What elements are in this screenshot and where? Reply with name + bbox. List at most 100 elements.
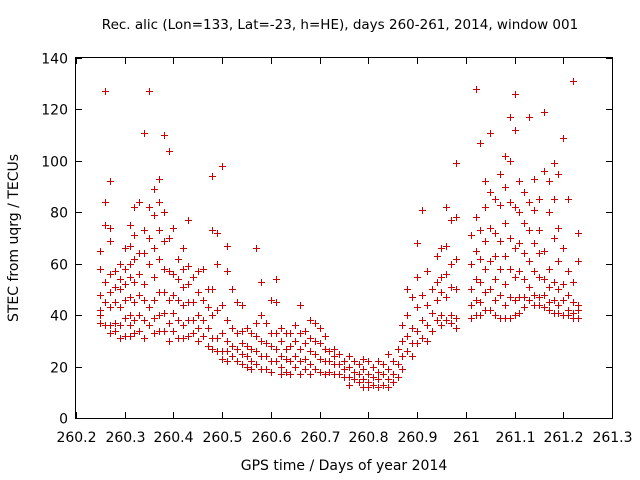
data-point <box>292 353 299 360</box>
data-point <box>526 227 533 234</box>
data-point <box>127 274 134 281</box>
data-point <box>468 232 475 239</box>
data-point <box>346 374 353 381</box>
data-point <box>141 227 148 234</box>
data-point <box>453 325 460 332</box>
data-point <box>477 279 484 286</box>
data-point <box>521 250 528 257</box>
data-point <box>560 281 567 288</box>
data-point <box>477 299 484 306</box>
data-point <box>575 230 582 237</box>
data-point <box>253 245 260 252</box>
data-point <box>278 364 285 371</box>
data-point <box>341 358 348 365</box>
data-point <box>136 271 143 278</box>
data-point <box>497 292 504 299</box>
data-point <box>565 268 572 275</box>
data-point <box>312 320 319 327</box>
x-tick-label: 260.4 <box>153 430 193 446</box>
data-point <box>492 312 499 319</box>
data-point <box>448 284 455 291</box>
data-point <box>131 317 138 324</box>
x-tick-labels: 260.2 260.3 260.4 260.5 260.6 260.7 260.8 260.9… <box>56 430 632 446</box>
data-point <box>122 245 129 252</box>
data-point <box>253 320 260 327</box>
data-point <box>565 196 572 203</box>
data-point <box>200 266 207 273</box>
data-point <box>97 266 104 273</box>
data-point <box>507 199 514 206</box>
data-point <box>375 369 382 376</box>
data-point <box>117 335 124 342</box>
data-point <box>156 312 163 319</box>
data-point <box>141 317 148 324</box>
data-point <box>151 212 158 219</box>
data-point <box>244 325 251 332</box>
data-point <box>136 328 143 335</box>
data-point <box>424 338 431 345</box>
data-point <box>438 312 445 319</box>
data-point <box>541 292 548 299</box>
data-point <box>414 304 421 311</box>
data-point <box>487 130 494 137</box>
data-point <box>399 353 406 360</box>
data-point <box>244 364 251 371</box>
data-point <box>278 353 285 360</box>
data-point <box>326 348 333 355</box>
data-point <box>224 348 231 355</box>
data-point <box>263 340 270 347</box>
data-point <box>453 315 460 322</box>
data-point <box>146 204 153 211</box>
data-point <box>229 286 236 293</box>
data-point <box>370 374 377 381</box>
data-point <box>346 382 353 389</box>
data-point <box>380 361 387 368</box>
data-point <box>219 302 226 309</box>
data-point <box>263 353 270 360</box>
data-point <box>521 189 528 196</box>
data-point <box>399 366 406 373</box>
data-point <box>443 243 450 250</box>
data-point <box>122 266 129 273</box>
data-point <box>190 317 197 324</box>
data-point <box>205 343 212 350</box>
data-point <box>205 304 212 311</box>
data-point <box>443 204 450 211</box>
data-point <box>336 371 343 378</box>
data-point <box>273 299 280 306</box>
data-point <box>521 276 528 283</box>
data-point <box>166 268 173 275</box>
plot-frame <box>75 57 613 419</box>
data-point <box>512 204 519 211</box>
data-point <box>278 325 285 332</box>
data-point <box>326 369 333 376</box>
data-point <box>161 209 168 216</box>
data-point <box>541 304 548 311</box>
data-point <box>482 238 489 245</box>
data-point <box>195 312 202 319</box>
data-point <box>331 346 338 353</box>
data-point <box>136 199 143 206</box>
data-point <box>497 238 504 245</box>
data-point <box>512 245 519 252</box>
data-point <box>551 235 558 242</box>
data-point <box>341 366 348 373</box>
data-point <box>507 294 514 301</box>
data-point <box>492 230 499 237</box>
data-point <box>127 261 134 268</box>
data-point <box>497 171 504 178</box>
data-point <box>127 222 134 229</box>
data-point <box>531 207 538 214</box>
data-point <box>346 364 353 371</box>
data-point <box>170 310 177 317</box>
data-point <box>195 268 202 275</box>
data-point <box>375 358 382 365</box>
data-point <box>102 299 109 306</box>
data-point <box>268 297 275 304</box>
data-point <box>156 227 163 234</box>
data-point <box>395 346 402 353</box>
data-point <box>551 279 558 286</box>
data-point <box>536 250 543 257</box>
data-point <box>195 325 202 332</box>
